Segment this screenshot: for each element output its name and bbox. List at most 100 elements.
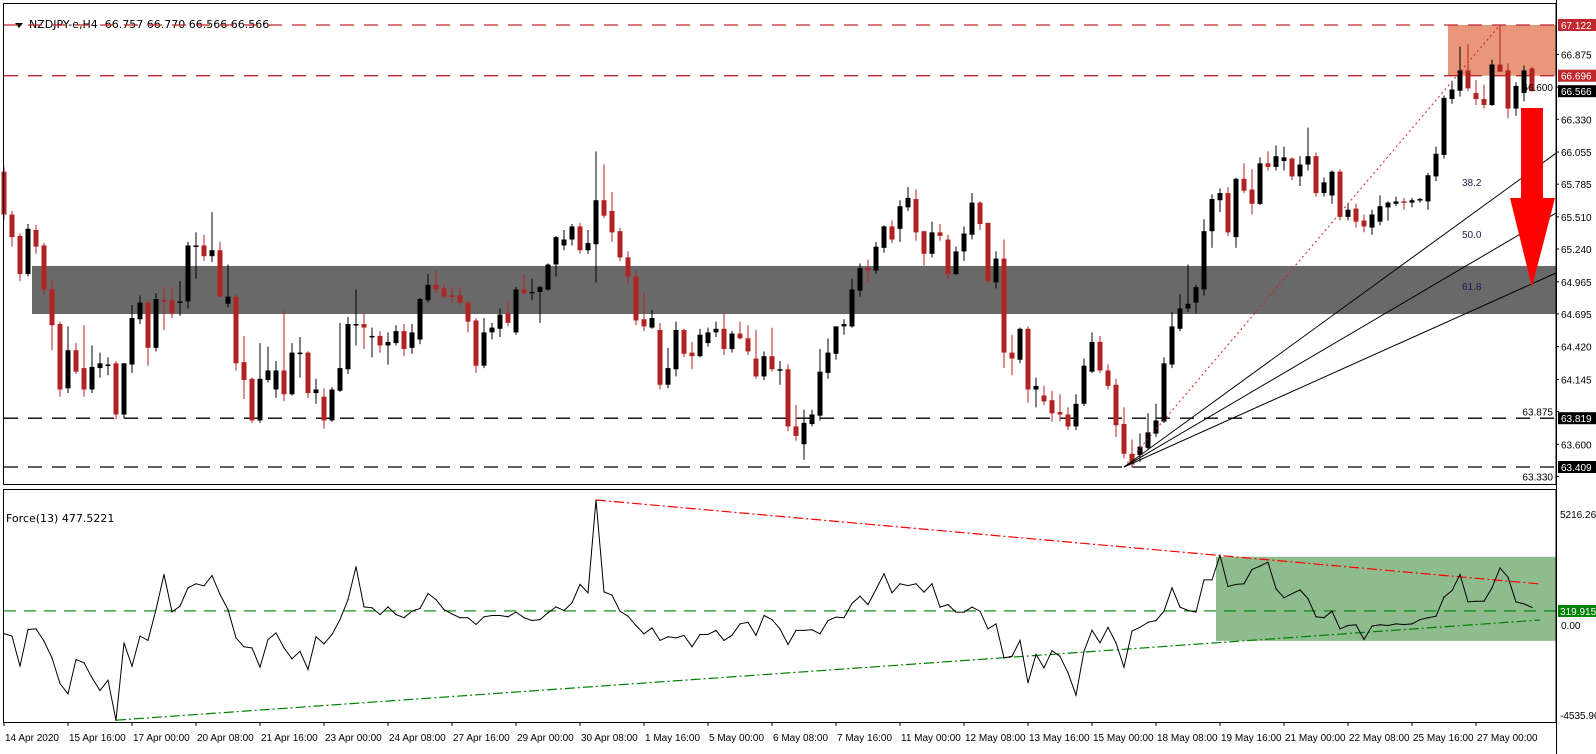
candle — [729, 331, 735, 353]
force-up-trendline[interactable] — [115, 619, 1541, 721]
force-point — [99, 689, 101, 692]
force-point — [1395, 623, 1397, 625]
force-point — [83, 662, 85, 664]
force-point — [867, 604, 869, 606]
force-point — [307, 668, 309, 671]
candle-body — [241, 362, 247, 380]
fib-fan-baseline[interactable] — [1123, 24, 1501, 468]
candle — [713, 321, 719, 338]
force-point — [627, 615, 629, 617]
force-point — [291, 658, 293, 660]
candle — [1265, 151, 1271, 171]
candle — [681, 328, 687, 358]
force-point — [491, 614, 493, 617]
candle-body — [913, 199, 919, 233]
candle-body — [137, 302, 143, 320]
force-point — [195, 583, 197, 585]
force-down-trendline[interactable] — [595, 499, 1541, 585]
time-tick-label: 14 Apr 2020 — [5, 733, 59, 744]
candle-body — [273, 370, 279, 390]
down-arrow-icon — [1510, 108, 1555, 287]
force-point — [691, 646, 693, 648]
candle-body — [225, 296, 231, 304]
candle-body — [1049, 400, 1055, 414]
candle-body — [1473, 93, 1479, 100]
candle-body — [177, 301, 183, 303]
force-point — [115, 719, 117, 721]
force-point — [1195, 611, 1197, 613]
force-point — [435, 599, 437, 601]
candle — [945, 234, 951, 279]
force-point — [635, 624, 637, 627]
candle-body — [673, 329, 679, 370]
candle-body — [681, 329, 687, 354]
candle — [113, 360, 119, 420]
candle-body — [313, 389, 319, 394]
candle-body — [729, 333, 735, 350]
candle — [849, 278, 855, 328]
force-point — [931, 583, 933, 585]
force-point — [1523, 603, 1525, 605]
force-point — [1387, 624, 1389, 627]
time-tick-label: 21 Apr 16:00 — [261, 733, 318, 744]
candle — [129, 304, 135, 373]
candle — [513, 287, 519, 335]
candle-body — [625, 257, 631, 277]
force-point — [1499, 567, 1501, 569]
force-point — [1123, 666, 1125, 668]
candle-body — [1297, 164, 1303, 177]
force-point — [987, 628, 989, 630]
force-point — [211, 574, 213, 577]
force-point — [467, 617, 469, 619]
candle-body — [1505, 70, 1511, 109]
candle-body — [377, 335, 383, 346]
candle — [1449, 82, 1455, 104]
candle — [593, 151, 599, 283]
candle-body — [457, 295, 463, 303]
candle — [769, 327, 775, 372]
candle — [1041, 385, 1047, 405]
candle — [753, 329, 759, 379]
collapse-triangle-icon[interactable] — [15, 22, 23, 28]
force-point — [555, 606, 557, 608]
candle-body — [1329, 171, 1335, 196]
candle — [1513, 82, 1519, 116]
price-tick-label: 63.600 — [1561, 440, 1592, 451]
time-tick-label: 19 May 16:00 — [1221, 733, 1282, 744]
candle — [73, 343, 79, 375]
candle — [265, 346, 271, 383]
candle — [377, 331, 383, 353]
candle — [1105, 364, 1111, 390]
candle-body — [129, 318, 135, 365]
force-point — [619, 610, 621, 612]
candle — [1001, 239, 1007, 369]
candle — [833, 326, 839, 360]
force-point — [1147, 621, 1149, 623]
candle — [153, 293, 159, 352]
candle-body — [1161, 363, 1167, 422]
force-point — [763, 614, 765, 617]
candle-body — [1377, 206, 1383, 222]
candle-body — [745, 338, 751, 352]
candle-body — [1305, 156, 1311, 165]
force-point — [915, 583, 917, 585]
candle-body — [1201, 231, 1207, 290]
force-point — [131, 665, 133, 667]
force-point — [595, 499, 597, 501]
fib-fan-line[interactable] — [1123, 152, 1557, 468]
candle — [225, 264, 231, 308]
candle — [193, 232, 199, 279]
force-point — [11, 635, 13, 637]
candle-body — [121, 363, 127, 415]
force-point — [747, 621, 749, 623]
candle — [1177, 294, 1183, 332]
force-point — [1011, 655, 1013, 657]
candle-body — [1241, 178, 1247, 191]
force-point — [451, 613, 453, 615]
force-point — [35, 628, 37, 630]
fib-fan-line[interactable] — [1123, 212, 1557, 468]
candle — [577, 222, 583, 254]
candle-body — [937, 232, 943, 236]
fib-fan-line[interactable] — [1123, 272, 1557, 468]
